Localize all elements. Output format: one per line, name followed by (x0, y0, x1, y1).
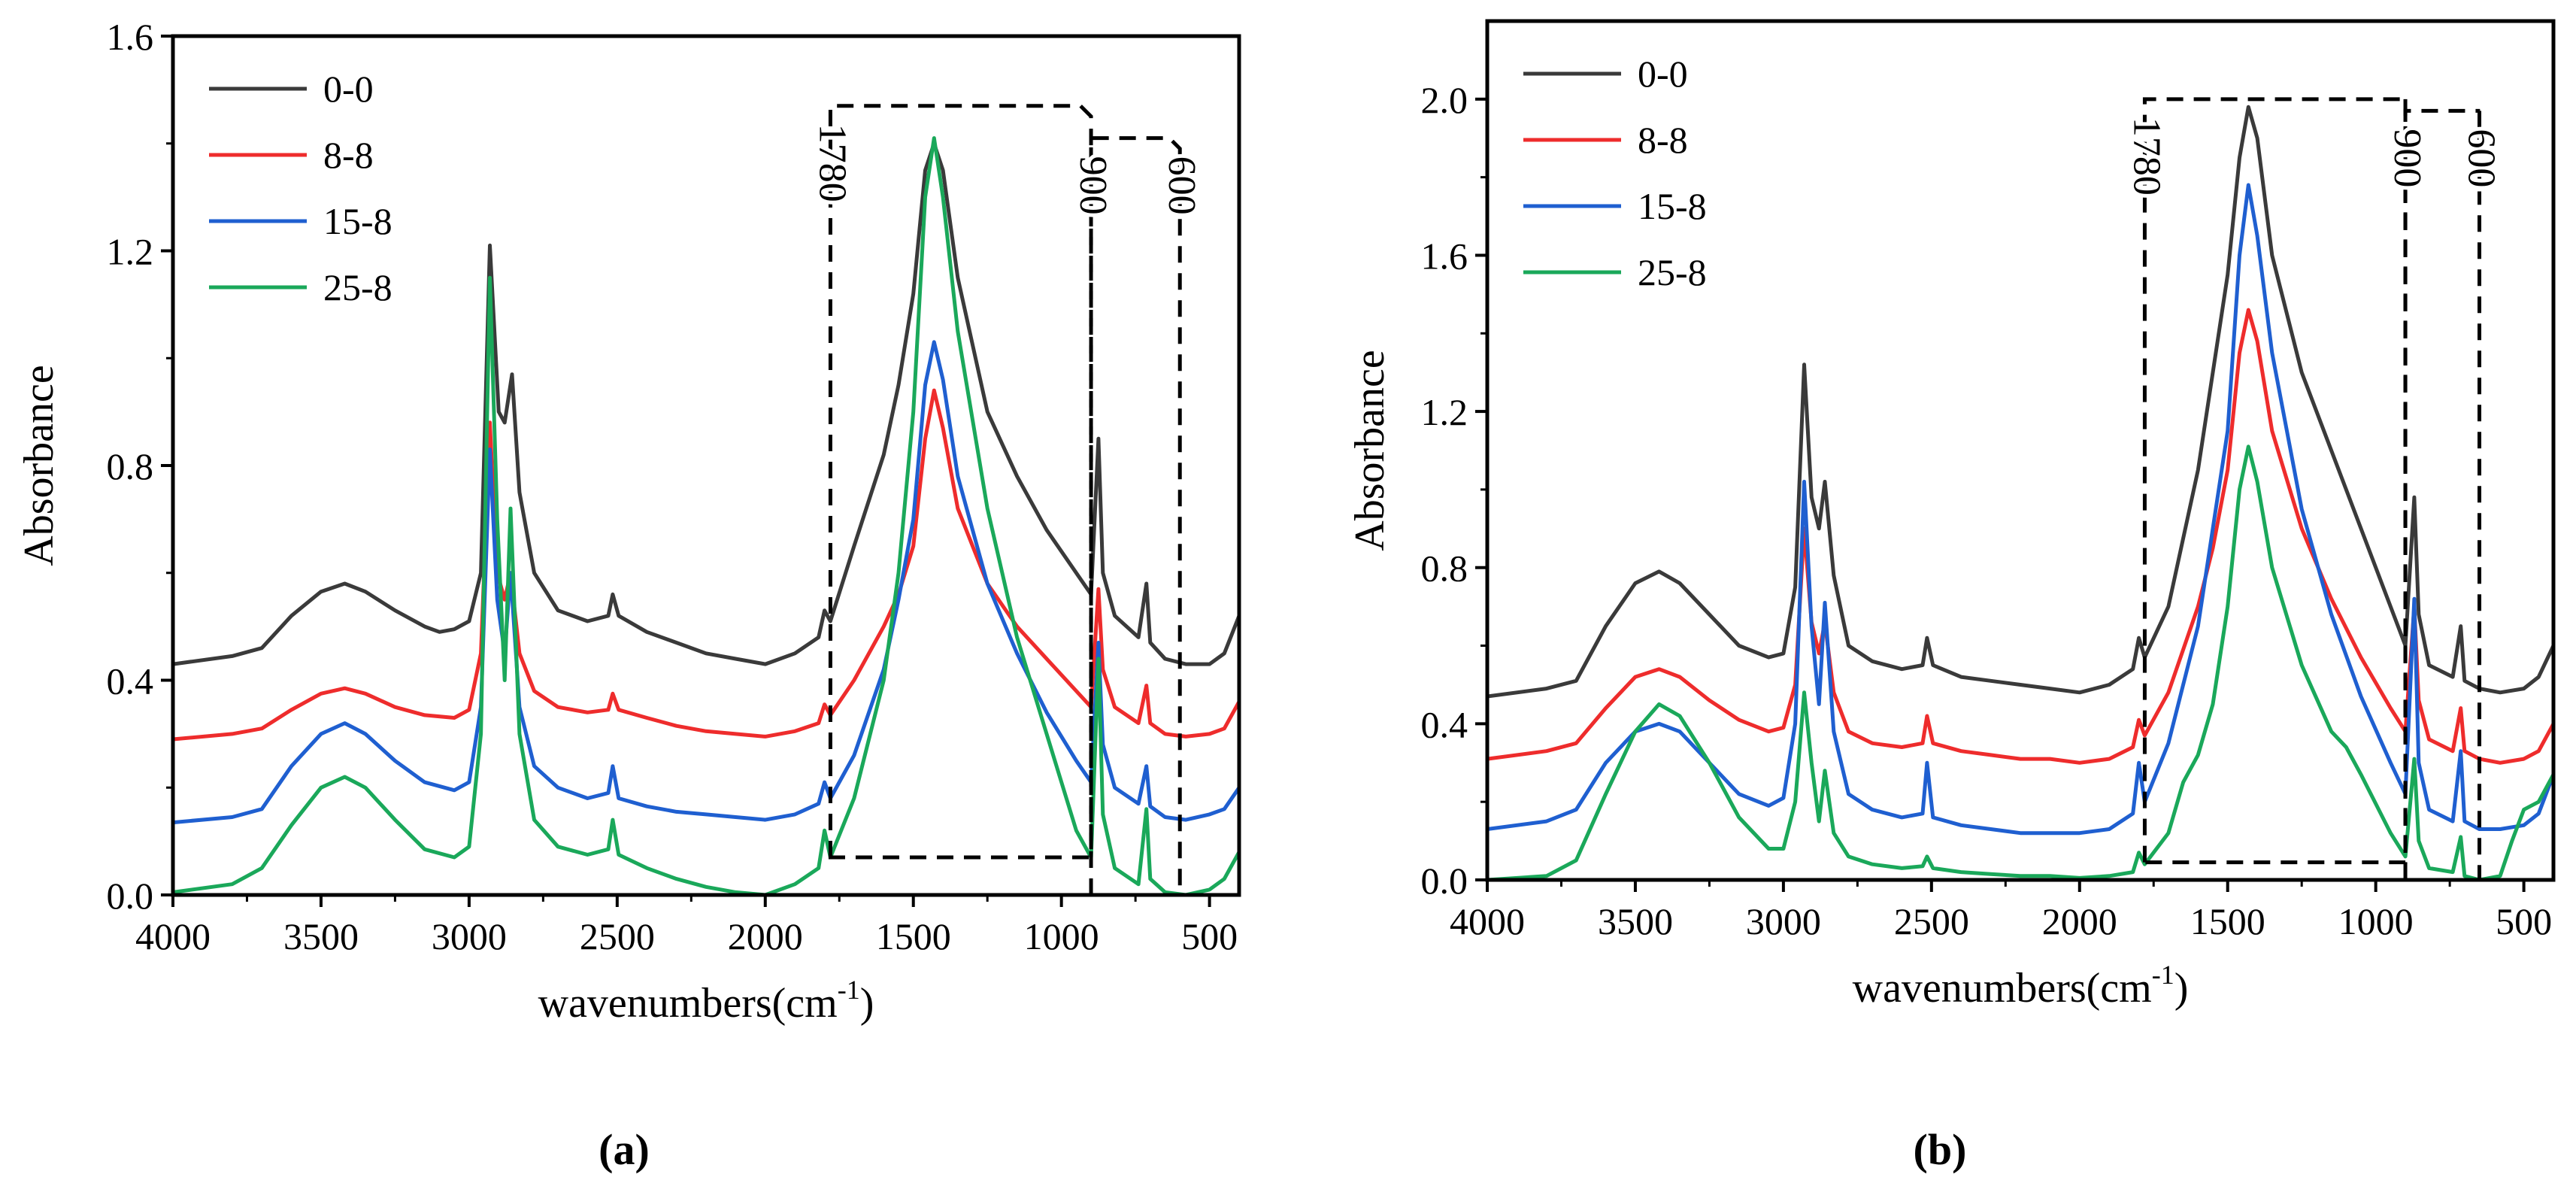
panel-a-x-tick-label-3000: 3000 (432, 915, 507, 957)
panel-b-plot-frame (1485, 19, 2556, 882)
panel-b-x-tick-label-500: 500 (2496, 900, 2552, 942)
panel-a-x-tick-label-2500: 2500 (580, 915, 655, 957)
panel-b-region-box-2 (2403, 108, 2482, 882)
panel-a-legend-label-15-8: 15-8 (323, 200, 392, 242)
panel-a-region-label-1780: 1780 (811, 124, 853, 202)
panel-b-series-15-8-line (1487, 183, 2553, 836)
panel-b-legend-label-0-0: 0-0 (1638, 53, 1688, 95)
panel-a-x-tick-label-1500: 1500 (876, 915, 951, 957)
panel-b-label: (b) (1914, 1125, 1967, 1174)
panel-a-y-tick-label-0.0: 0.0 (107, 875, 154, 917)
panel-b-y-tick-label-0.0: 0.0 (1421, 860, 1468, 902)
panel-b-y-axis-label: Absorbance (1347, 350, 1393, 551)
panel-a-series-25-8-line (173, 136, 1239, 895)
panel-a-region-box-1 (828, 104, 1093, 860)
panel-a-y-tick-label-1.6: 1.6 (107, 16, 154, 58)
panel-b-y-tick-label-1.6: 1.6 (1421, 235, 1468, 277)
panel-b-x-tick-label-3500: 3500 (1598, 900, 1673, 942)
panel-b-legend-label-8-8: 8-8 (1638, 119, 1688, 161)
panel-b-legend-label-15-8: 15-8 (1638, 185, 1707, 227)
panel-a-x-tick-label-1000: 1000 (1024, 915, 1099, 957)
panel-b-x-axis-label: wavenumbers(cm-1) (1853, 960, 2189, 1012)
panel-b-y-tick-label-0.8: 0.8 (1421, 547, 1468, 590)
panel-a-region-label-900: 900 (1071, 156, 1114, 215)
panel-b-region-box-1 (2142, 97, 2408, 865)
panel-a-region-box-2 (1089, 136, 1182, 897)
panel-a-x-tick-label-500: 500 (1181, 915, 1238, 957)
panel-a-y-axis-label: Absorbance (16, 365, 62, 566)
panel-a-x-axis-label: wavenumbers(cm-1) (538, 975, 874, 1027)
panel-b-y-tick-label-0.4: 0.4 (1421, 703, 1468, 745)
panel-b-y-tick-label-1.2: 1.2 (1421, 391, 1468, 433)
panel-b-x-tick-label-4000: 4000 (1450, 900, 1525, 942)
panel-b-x-tick-label-2500: 2500 (1894, 900, 1969, 942)
panel-a-x-tick-label-3500: 3500 (283, 915, 359, 957)
panel-a-series-15-8-line (173, 340, 1239, 825)
panel-a-y-tick-label-0.8: 0.8 (107, 445, 154, 487)
panel-b-region-label-1780: 1780 (2125, 117, 2168, 196)
panel-a-series-8-8-line (173, 388, 1239, 742)
panel-a-x-tick-label-4000: 4000 (135, 915, 211, 957)
panel-a-x-tick-label-2000: 2000 (728, 915, 803, 957)
panel-a-label: (a) (599, 1125, 650, 1174)
panel-b-series-8-8-line (1487, 308, 2553, 765)
panel-a: 1780 900 600 4000 3500 3000 2500 2000 1500 1000 5… (16, 16, 1241, 1174)
panel-b-x-tick-label-3000: 3000 (1746, 900, 1821, 942)
panel-b-x-tick-label-2000: 2000 (2042, 900, 2117, 942)
panel-b-region-label-900: 900 (2386, 129, 2429, 187)
panel-b-x-tick-label-1000: 1000 (2338, 900, 2414, 942)
panel-b-series-0-0-line (1487, 105, 2553, 699)
panel-b-legend-label-25-8: 25-8 (1638, 251, 1707, 293)
panel-a-legend-label-0-0: 0-0 (323, 68, 374, 110)
panel-a-y-tick-label-0.4: 0.4 (107, 660, 154, 702)
panel-a-y-tick-label-1.2: 1.2 (107, 231, 154, 273)
panel-b-region-label-600: 600 (2460, 129, 2503, 187)
panel-a-legend-label-8-8: 8-8 (323, 134, 374, 176)
panel-b: 1780 900 600 4000 3500 3000 2500 2000 1500 1000 5… (1347, 19, 2556, 1174)
panel-a-series-0-0-line (173, 141, 1239, 666)
panel-a-region-label-600: 600 (1160, 156, 1203, 215)
panel-b-x-tick-label-1500: 1500 (2190, 900, 2265, 942)
panel-b-y-tick-label-2.0: 2.0 (1421, 79, 1468, 121)
panel-b-series-25-8-line (1487, 444, 2553, 880)
panel-a-legend-label-25-8: 25-8 (323, 266, 392, 308)
